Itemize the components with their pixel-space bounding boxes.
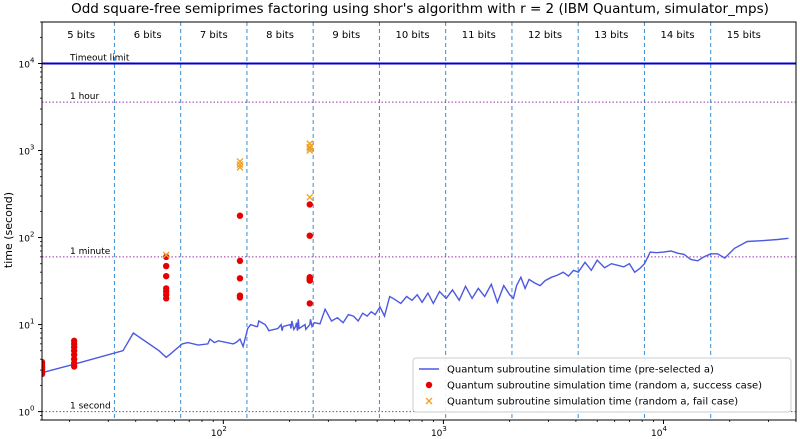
bit-range-label: 12 bits [528,30,562,41]
x-tick-label: 10 2 [211,425,227,439]
bit-range-label: 9 bits [332,30,360,41]
axes-layer: 10 2 10 3 10 410 010 110 210 310 4 [19,21,797,439]
data-point-success [236,257,244,265]
legend-swatch-x [425,397,433,405]
data-point-success [70,337,78,345]
y-tick-label-base: 10 [19,235,31,245]
data-point-fail [306,193,314,201]
bit-range-label: 10 bits [395,30,429,41]
y-tick-label-base: 10 [19,322,31,332]
y-tick-label: 10 4 [19,57,35,71]
data-point-success [42,358,46,366]
bit-range-label: 13 bits [594,30,628,41]
data-point-success [162,262,170,270]
data-point-fail [306,140,314,148]
legend: Quantum subroutine simulation time (pre-… [412,357,792,413]
data-point-success [306,201,313,208]
data-point-success [236,275,244,282]
data-point-success [162,285,170,292]
plot-background-layer: 5 bits 6 bits 7 bits 8 bits 9 bits 10 bits 11 … [42,22,796,420]
y-axis-label: time (second) [2,192,15,268]
data-point-success [70,355,78,363]
legend-label: Quantum subroutine simulation time (rand… [447,397,738,408]
y-tick-label-exponent: 1 [30,318,34,326]
data-point-success [306,232,313,239]
legend-swatch-circle [425,381,433,389]
y-tick-label: 10 1 [19,318,35,332]
data-point-fail [162,251,170,259]
data-point-success [306,274,313,281]
y-tick-label: 10 2 [19,231,35,245]
y-tick-label-exponent: 2 [30,231,34,239]
reference-line-label: 1 second [70,402,111,412]
y-tick-label-base: 10 [19,61,31,71]
reference-line-label: 1 hour [70,92,100,102]
bit-range-label: 11 bits [462,30,496,41]
x-tick-label-exponent: 3 [442,425,446,433]
legend-label: Quantum subroutine simulation time (pre-… [447,365,714,376]
bit-range-label: 5 bits [67,30,95,41]
plot-frame [41,21,797,421]
data-point-success [162,272,170,280]
bit-range-label: 8 bits [266,30,294,41]
series-line [42,237,789,374]
data-point-success [236,292,244,299]
data-point-fail [236,157,244,165]
x-tick-label-exponent: 2 [222,425,226,433]
x-tick-label: 10 3 [431,425,447,439]
data-point-success [236,212,244,219]
y-tick-label-exponent: 4 [30,57,35,65]
chart-title: Odd square-free semiprimes factoring usi… [71,1,769,17]
x-tick-label-exponent: 4 [662,425,667,433]
x-tick-label: 10 4 [651,425,667,439]
y-tick-label: 10 0 [19,405,35,419]
data-point-fail [236,163,244,171]
data-point-success [306,300,313,307]
y-tick-label-exponent: 0 [30,405,34,413]
y-tick-label: 10 3 [19,144,35,158]
x-tick-label-base: 10 [431,429,443,439]
y-tick-label-exponent: 3 [30,144,34,152]
bit-range-label: 6 bits [134,30,162,41]
bit-range-label: 14 bits [660,30,694,41]
reference-line-label: 1 minute [70,247,111,257]
bit-range-label: 7 bits [200,30,228,41]
x-tick-label-base: 10 [651,429,663,439]
legend-box [412,357,792,413]
bit-range-label: 15 bits [727,30,761,41]
reference-line-label: Timeout limit [69,54,130,64]
y-tick-label-base: 10 [19,409,31,419]
legend-label: Quantum subroutine simulation time (rand… [447,381,762,392]
data-layer [42,140,789,378]
x-tick-label-base: 10 [211,429,223,439]
y-tick-label-base: 10 [19,148,31,158]
data-point-success [162,253,170,261]
